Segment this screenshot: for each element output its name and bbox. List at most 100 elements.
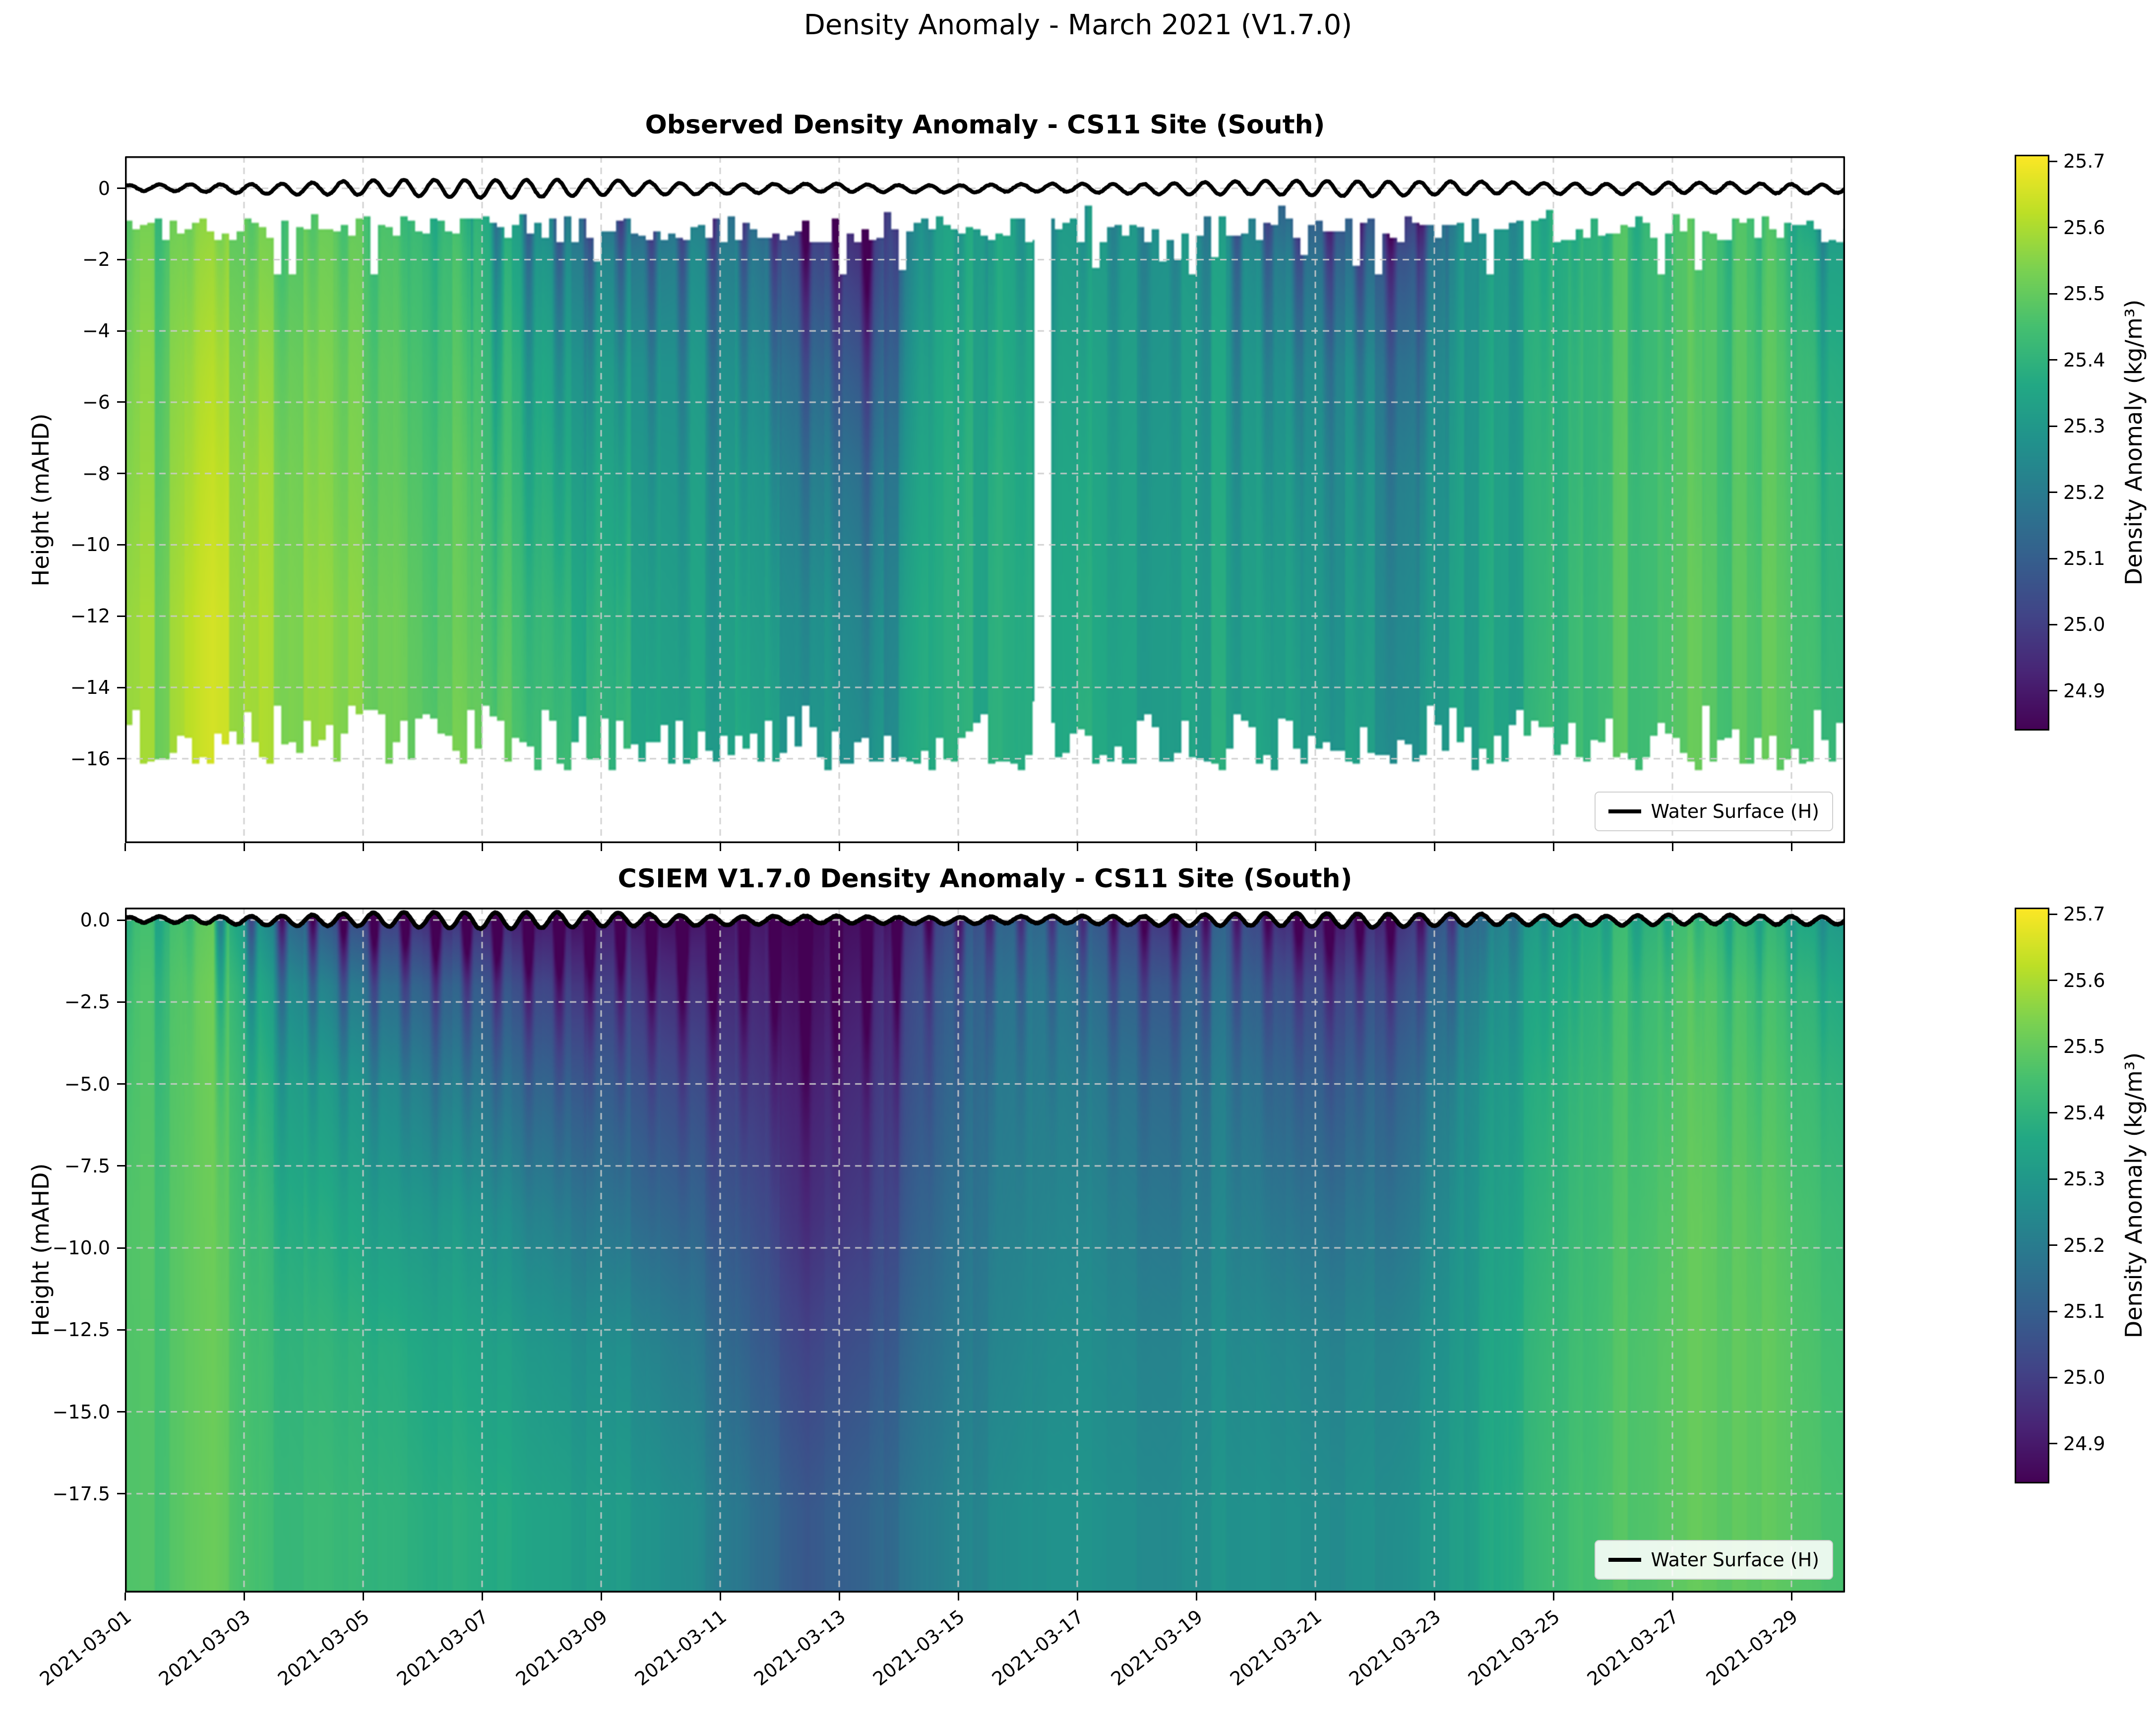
colorbar-label-model: Density Anomaly (kg/m³) — [2120, 1052, 2147, 1339]
y-axis-label-observed: Height (mAHD) — [27, 413, 54, 587]
colorbar-tick — [2049, 492, 2057, 493]
x-tick — [1314, 1593, 1316, 1600]
colorbar-tick-label: 25.0 — [2063, 1366, 2105, 1389]
x-tick — [600, 843, 602, 851]
x-tick — [1433, 843, 1435, 851]
colorbar-tick-label: 25.7 — [2063, 903, 2105, 925]
y-tick — [117, 1329, 125, 1331]
colorbar-tick — [2049, 425, 2057, 427]
colorbar-tick — [2049, 690, 2057, 692]
y-tick-label: 0 — [98, 177, 110, 199]
colorbar-tick-label: 25.2 — [2063, 481, 2105, 503]
x-tick-label: 2021-03-09 — [511, 1605, 612, 1690]
y-tick-label: −5.0 — [64, 1073, 110, 1095]
x-tick — [1195, 843, 1197, 851]
y-tick — [117, 615, 125, 617]
y-tick — [117, 330, 125, 332]
colorbar-label-observed: Density Anomaly (kg/m³) — [2120, 299, 2147, 586]
y-tick — [117, 1411, 125, 1413]
y-tick — [117, 258, 125, 260]
y-tick — [117, 1001, 125, 1003]
x-tick — [1076, 843, 1078, 851]
x-tick-label: 2021-03-11 — [630, 1605, 731, 1690]
y-tick — [117, 544, 125, 546]
x-tick — [243, 1593, 245, 1600]
colorbar-tick-label: 25.2 — [2063, 1234, 2105, 1256]
x-tick — [957, 843, 959, 851]
y-tick — [117, 1165, 125, 1167]
y-tick-label: −7.5 — [64, 1155, 110, 1177]
y-tick — [117, 473, 125, 475]
colorbar-tick — [2049, 160, 2057, 162]
x-tick-label: 2021-03-17 — [987, 1605, 1088, 1690]
legend-observed: Water Surface (H) — [1594, 792, 1833, 831]
y-tick-label: −6 — [82, 391, 110, 413]
x-tick-label: 2021-03-15 — [868, 1605, 969, 1690]
y-tick — [117, 758, 125, 760]
x-tick — [124, 1593, 126, 1600]
x-tick — [1671, 843, 1673, 851]
colorbar-tick-label: 25.5 — [2063, 1036, 2105, 1058]
x-tick — [124, 843, 126, 851]
colorbar-tick — [2049, 1443, 2057, 1445]
colorbar-tick — [2049, 227, 2057, 229]
colorbar-tick-label: 25.4 — [2063, 349, 2105, 371]
x-tick — [957, 1593, 959, 1600]
colorbar-tick-label: 25.4 — [2063, 1102, 2105, 1124]
y-tick — [117, 401, 125, 403]
x-tick — [1671, 1593, 1673, 1600]
x-tick-label: 2021-03-13 — [749, 1605, 850, 1690]
x-tick-label: 2021-03-21 — [1226, 1605, 1326, 1690]
y-tick — [117, 1247, 125, 1249]
x-tick — [1552, 1593, 1554, 1600]
x-tick — [362, 1593, 364, 1600]
legend-label-model: Water Surface (H) — [1651, 1549, 1819, 1571]
colorbar-model — [2015, 908, 2049, 1483]
colorbar-tick — [2049, 1178, 2057, 1180]
y-tick — [117, 1083, 125, 1085]
x-tick — [243, 843, 245, 851]
y-tick-label: −14 — [70, 676, 110, 698]
x-tick-label: 2021-03-27 — [1583, 1605, 1683, 1690]
x-tick — [1790, 1593, 1792, 1600]
x-tick-label: 2021-03-05 — [273, 1605, 374, 1690]
x-tick-label: 2021-03-29 — [1702, 1605, 1802, 1690]
figure-title: Density Anomaly - March 2021 (V1.7.0) — [803, 9, 1353, 41]
panel-title-observed: Observed Density Anomaly - CS11 Site (So… — [645, 110, 1325, 140]
colorbar-tick-label: 24.9 — [2063, 679, 2105, 702]
y-tick-label: −10 — [70, 534, 110, 556]
y-tick-label: −17.5 — [52, 1482, 110, 1505]
colorbar-tick — [2049, 1244, 2057, 1246]
x-tick — [362, 843, 364, 851]
y-tick-label: −12.5 — [52, 1319, 110, 1341]
y-tick-label: 0.0 — [80, 909, 110, 931]
colorbar-tick — [2049, 557, 2057, 559]
colorbar-tick — [2049, 913, 2057, 915]
y-tick-label: −8 — [82, 462, 110, 485]
x-tick — [1076, 1593, 1078, 1600]
x-tick — [481, 843, 483, 851]
colorbar-tick — [2049, 1112, 2057, 1114]
y-tick-label: −4 — [82, 320, 110, 342]
water-surface-line-swatch — [1608, 1558, 1641, 1562]
x-tick — [838, 843, 840, 851]
observed-heatmap-canvas — [125, 156, 1845, 843]
x-tick — [600, 1593, 602, 1600]
colorbar-observed — [2015, 155, 2049, 731]
y-tick-label: −10.0 — [52, 1237, 110, 1259]
x-tick-label: 2021-03-25 — [1464, 1605, 1564, 1690]
colorbar-tick-label: 24.9 — [2063, 1432, 2105, 1455]
y-tick — [117, 1493, 125, 1495]
colorbar-tick — [2049, 293, 2057, 295]
x-tick — [719, 1593, 721, 1600]
y-tick-label: −2.5 — [64, 991, 110, 1013]
x-tick — [1552, 843, 1554, 851]
colorbar-tick — [2049, 980, 2057, 982]
x-tick — [1790, 843, 1792, 851]
x-tick-label: 2021-03-23 — [1345, 1605, 1445, 1690]
colorbar-tick-label: 25.3 — [2063, 1168, 2105, 1190]
colorbar-tick — [2049, 1310, 2057, 1312]
y-tick-label: −15.0 — [52, 1401, 110, 1423]
colorbar-tick-label: 25.1 — [2063, 1300, 2105, 1323]
